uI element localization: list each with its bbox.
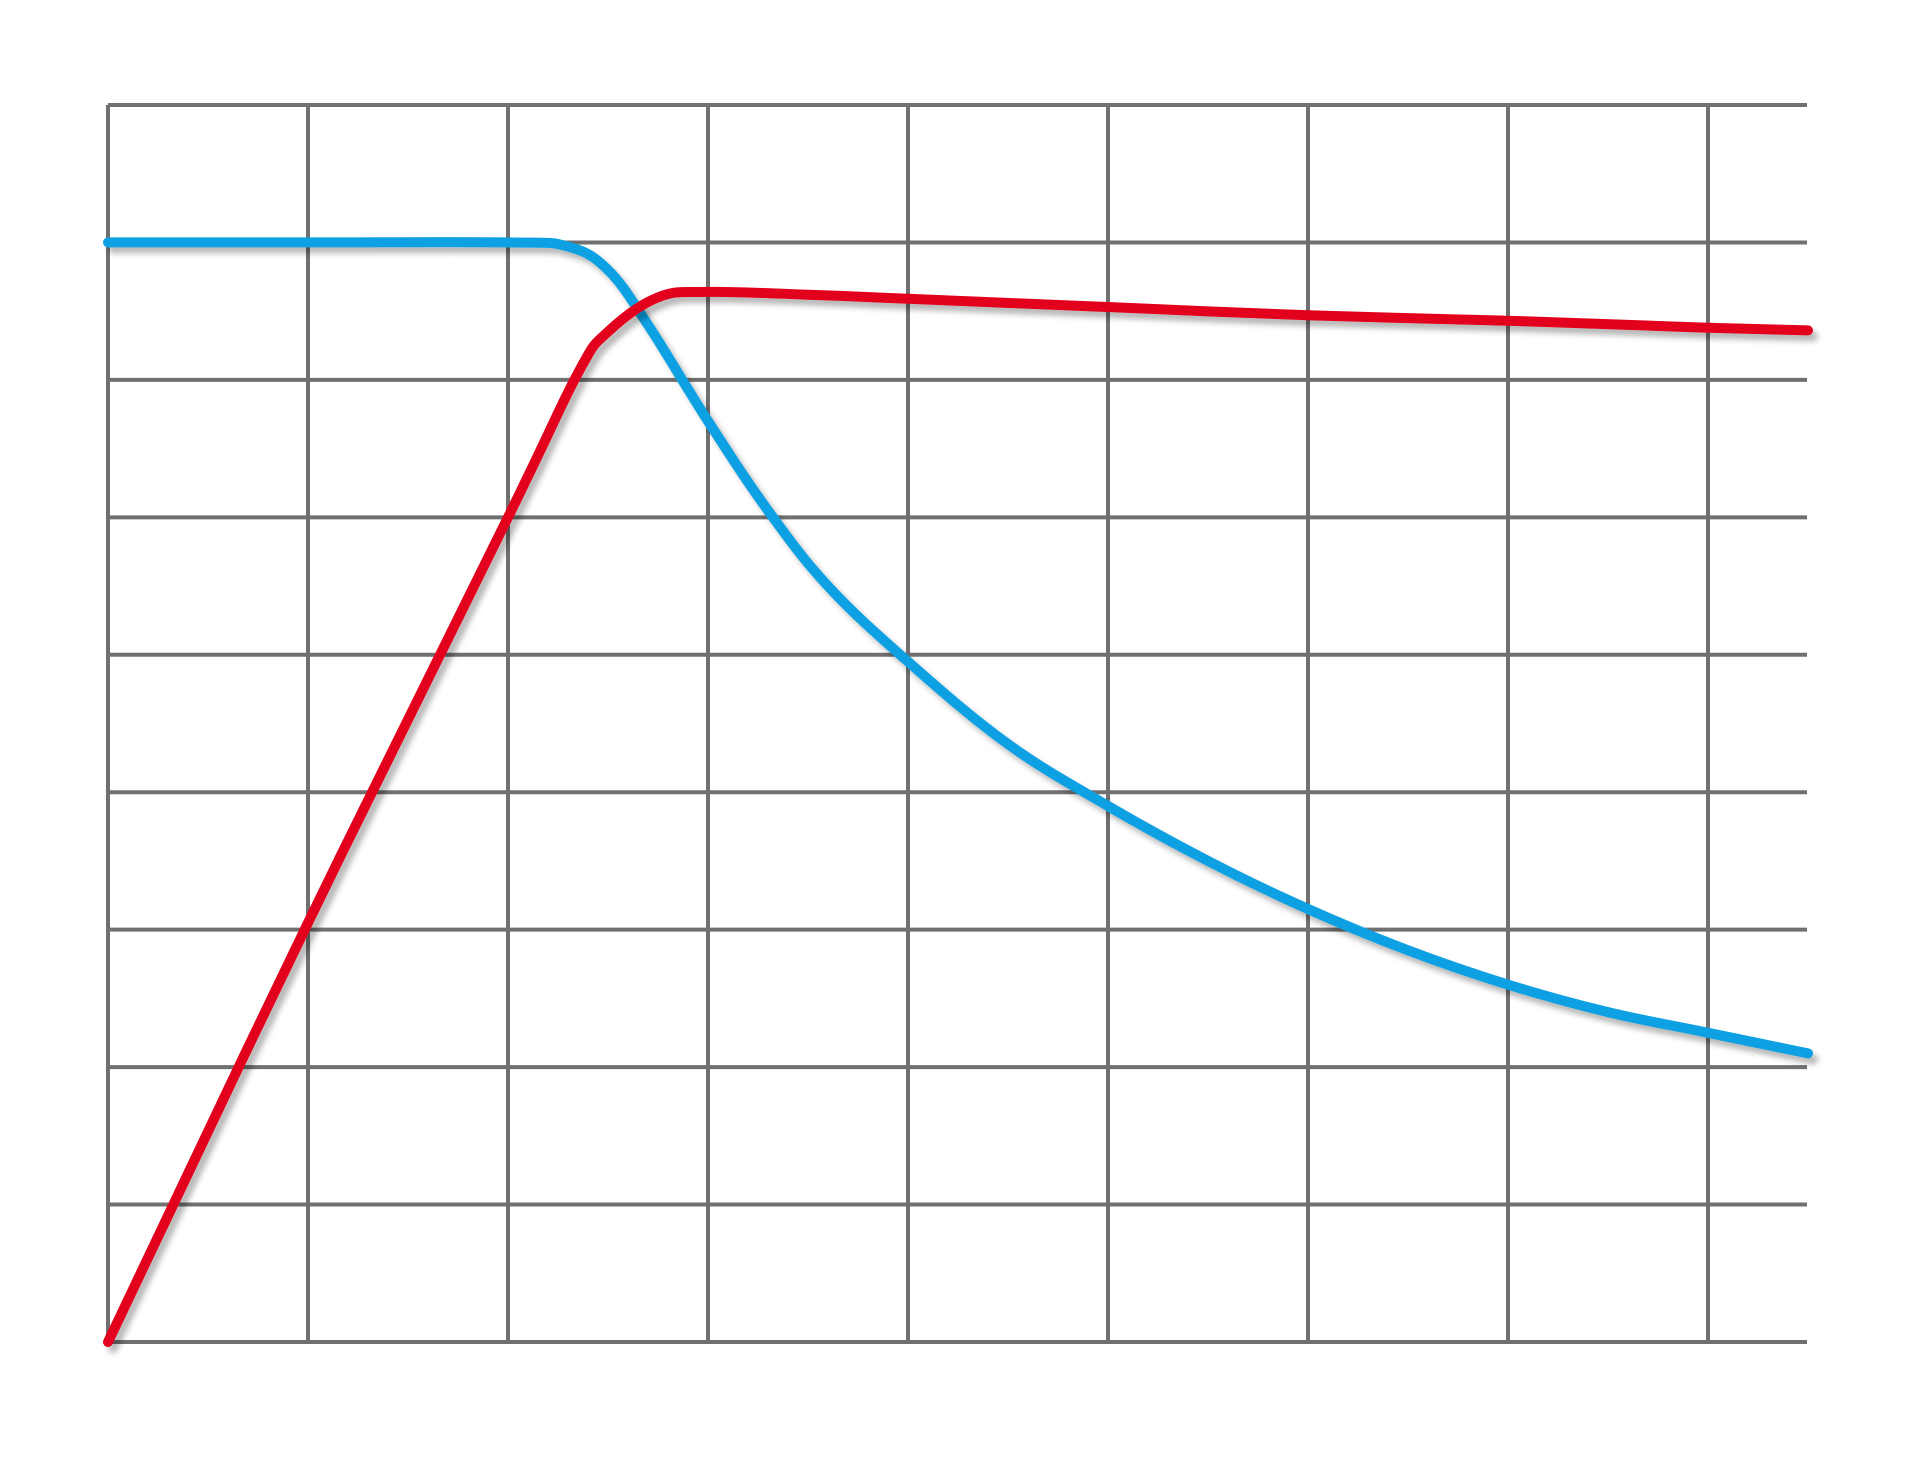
chart-grid: [106, 103, 1807, 1344]
series-line-1: [103, 237, 1813, 1059]
series-line-2: [103, 286, 1813, 1347]
chart-series: [103, 237, 1813, 1347]
